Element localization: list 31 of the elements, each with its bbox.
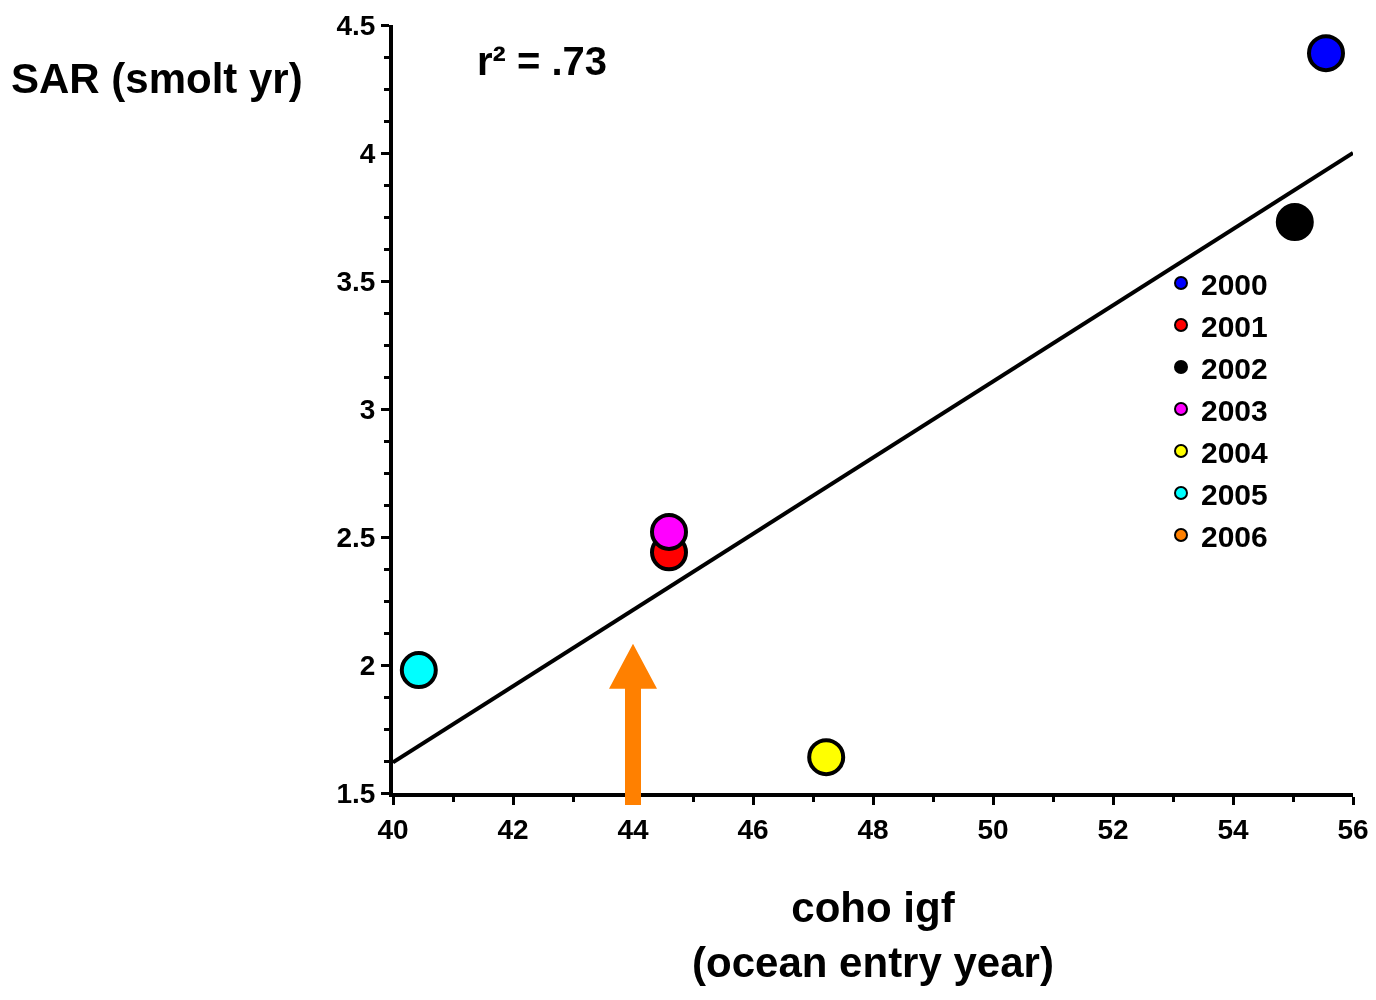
- point: [1307, 34, 1345, 73]
- x-tick-label: 54: [1217, 813, 1249, 845]
- x-tick-label: 44: [617, 813, 649, 845]
- x-axis-title: coho igf (ocean entry year): [692, 884, 1054, 986]
- point: [399, 651, 438, 690]
- y-tick-label: 3.5: [336, 265, 376, 297]
- x-tick-label: 40: [377, 813, 409, 845]
- legend-label: 2005: [1201, 477, 1268, 511]
- x-tick-label: 56: [1337, 813, 1369, 845]
- x-tick-label: 52: [1097, 813, 1129, 845]
- y-tick-label: 1.5: [336, 777, 376, 809]
- legend-label: 2001: [1201, 309, 1268, 343]
- y-axis-title: SAR (smolt yr): [11, 55, 303, 102]
- legend-label: 2002: [1201, 351, 1268, 385]
- point: [807, 738, 846, 777]
- legend-label: 2004: [1201, 435, 1269, 469]
- legend-label: 2000: [1201, 267, 1268, 301]
- x-tick-label: 42: [497, 813, 529, 845]
- point: [650, 512, 688, 551]
- x-tick-label: 46: [737, 813, 769, 845]
- y-tick-label: 3: [359, 393, 376, 425]
- x-tick-label: 50: [977, 813, 1009, 845]
- point: [1275, 203, 1314, 242]
- legend-label: 2006: [1201, 519, 1268, 553]
- y-tick-label: 4: [359, 137, 376, 169]
- y-tick-label: 2: [359, 649, 376, 681]
- legend-label: 2003: [1201, 393, 1268, 427]
- y-tick-label: 4.5: [336, 9, 376, 41]
- annotation: r² = .73: [477, 39, 608, 83]
- x-tick-label: 48: [857, 813, 889, 845]
- y-tick-label: 2.5: [336, 521, 376, 553]
